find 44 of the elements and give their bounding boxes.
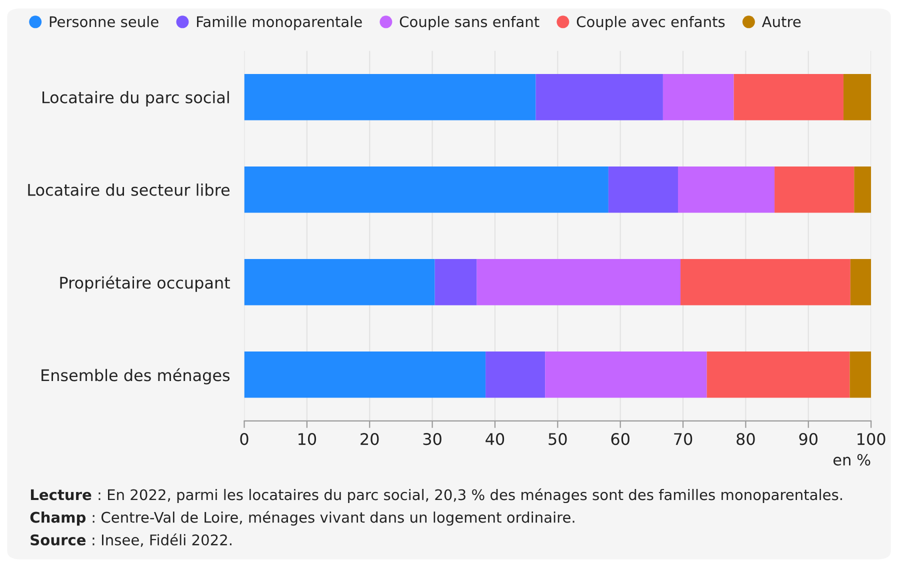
bar	[476, 259, 681, 306]
x-tick-label: 70	[674, 433, 692, 446]
bar	[608, 166, 678, 213]
x-tick-label: 90	[799, 433, 818, 446]
x-axis-title: en %	[833, 454, 870, 466]
bar	[678, 166, 775, 213]
bar	[854, 166, 872, 213]
x-tick-label: 30	[423, 433, 442, 446]
bar	[850, 259, 872, 306]
y-tick-label: Ensemble des ménages	[42, 368, 230, 384]
legend-label: Couple avec enfants	[576, 16, 725, 30]
bar	[680, 259, 850, 306]
y-tick-label: Locataire du secteur libre	[28, 184, 230, 196]
legend-label: Personne seule	[50, 16, 158, 28]
bar	[536, 74, 663, 120]
bar	[850, 352, 872, 398]
x-tick-label: 0	[240, 433, 248, 446]
bar	[706, 352, 850, 398]
bar	[244, 352, 486, 398]
bar	[244, 74, 536, 120]
text: Lecture : En 2022, parmi les locataires du parc social, 20,3 % des ménages sont des familles monoparentales.	[30, 488, 842, 504]
legend-label: Autre	[762, 16, 801, 28]
x-tick-label: 20	[360, 433, 379, 446]
bar	[486, 352, 546, 398]
bar	[734, 74, 844, 120]
x-tick-label: 10	[298, 433, 316, 446]
bar	[434, 259, 477, 306]
x-tick-label: 50	[548, 433, 567, 446]
x-tick-label: 40	[486, 433, 504, 446]
bar	[843, 74, 872, 120]
legend-label: Famille monoparentale	[197, 16, 362, 30]
bar	[662, 74, 734, 120]
source-note: Source : Insee, Fidéli 2022.	[30, 534, 232, 547]
y-tick-label: Propriétaire occupant	[60, 276, 230, 292]
y-tick-label: Locataire du parc social	[42, 91, 229, 106]
bar	[244, 259, 435, 306]
bar	[545, 352, 707, 398]
text: Champ : Centre-Val de Loire, ménages vivant dans un logement ordinaire.	[30, 510, 574, 526]
bar	[244, 166, 608, 213]
x-tick-label: 80	[736, 433, 755, 446]
bar	[774, 166, 854, 213]
x-tick-label: 100	[858, 433, 886, 446]
legend-label: Couple sans enfant	[400, 16, 540, 30]
x-tick-label: 60	[611, 433, 630, 446]
